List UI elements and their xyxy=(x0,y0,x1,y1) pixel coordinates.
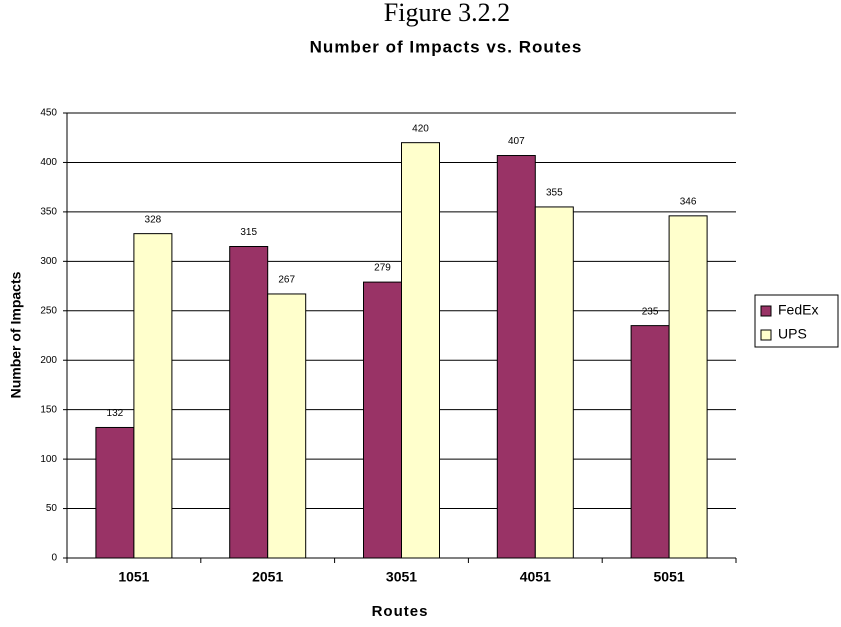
bar xyxy=(534,206,574,559)
legend-swatch xyxy=(760,305,772,317)
y-tick-label: 300 xyxy=(40,256,57,267)
y-tick-label: 250 xyxy=(40,305,57,316)
value-label: 267 xyxy=(278,275,295,286)
figure-label: Figure 3.2.2 xyxy=(384,0,510,27)
y-tick-label: 350 xyxy=(40,207,57,218)
bar xyxy=(363,281,402,559)
y-tick-label: 50 xyxy=(46,503,58,514)
y-tick-label: 200 xyxy=(40,355,57,366)
legend-swatch xyxy=(760,329,772,341)
y-tick-label: 400 xyxy=(40,157,57,168)
x-axis-title: Routes xyxy=(372,603,429,620)
x-tick-label: 3051 xyxy=(386,569,417,585)
bar xyxy=(95,426,135,559)
y-tick-label: 100 xyxy=(40,454,57,465)
x-tick-label: 2051 xyxy=(252,569,283,585)
bar xyxy=(133,233,173,559)
bar xyxy=(630,325,670,559)
y-axis-title: Number of Impacts xyxy=(8,271,24,398)
y-tick-label: 450 xyxy=(40,108,57,119)
value-label: 420 xyxy=(412,123,429,134)
legend-label: FedEx xyxy=(778,302,818,318)
value-label: 328 xyxy=(145,214,162,225)
bar xyxy=(267,293,307,559)
bar xyxy=(401,142,440,559)
legend-label: UPS xyxy=(778,326,807,342)
y-tick-label: 150 xyxy=(40,404,57,415)
x-tick-label: 1051 xyxy=(118,569,149,585)
value-label: 407 xyxy=(508,136,525,147)
bar xyxy=(496,155,536,559)
y-tick-label: 0 xyxy=(51,553,57,564)
bar xyxy=(668,215,708,559)
chart-title: Number of Impacts vs. Routes xyxy=(310,37,583,56)
value-label: 355 xyxy=(546,188,563,199)
value-label: 315 xyxy=(240,227,257,238)
value-label: 235 xyxy=(642,306,659,317)
x-tick-label: 5051 xyxy=(654,569,685,585)
value-label: 346 xyxy=(680,196,697,207)
value-label: 132 xyxy=(107,408,124,419)
x-tick-label: 4051 xyxy=(520,569,551,585)
bar xyxy=(229,246,269,559)
value-label: 279 xyxy=(374,263,391,274)
